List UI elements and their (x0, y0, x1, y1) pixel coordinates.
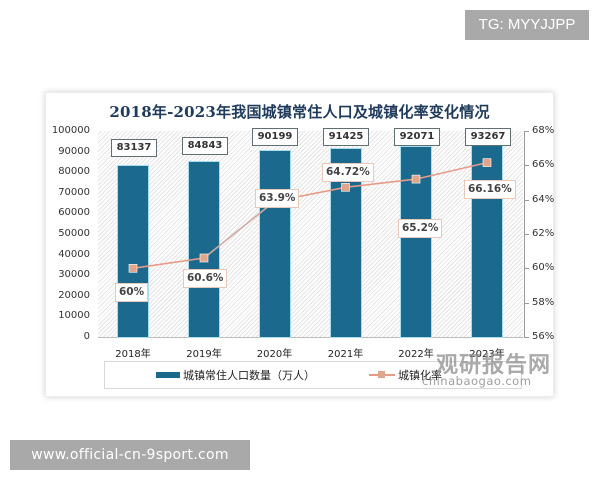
brand-domain-text: chinabaogao.com (422, 374, 532, 388)
right-y-tick: 66% (532, 159, 555, 171)
bar-value-label: 93267 (465, 128, 511, 146)
right-y-tick: 56% (532, 331, 555, 342)
right-y-tick: 68% (532, 125, 555, 136)
line-marker (199, 253, 209, 263)
left-y-tick: 100000 (51, 125, 90, 136)
left-y-tick: 20000 (58, 289, 90, 301)
right-y-tick-mark (524, 234, 529, 235)
bar-value-label: 92071 (394, 128, 440, 146)
line-marker (128, 264, 138, 273)
urbanization-rate-line (128, 158, 492, 273)
chart-legend: 城镇常住人口数量（万人） 城镇化率 (104, 361, 522, 389)
x-axis-line (98, 337, 523, 338)
left-y-tick: 50000 (58, 228, 90, 239)
left-y-tick: 80000 (58, 166, 90, 178)
left-y-tick: 90000 (58, 145, 90, 157)
chart-title: 2018年-2023年我国城镇常住人口及城镇化率变化情况 (109, 103, 490, 121)
rate-value-label: 63.9% (255, 189, 300, 208)
bar-value-label: 90199 (252, 128, 298, 146)
right-y-tick-mark (524, 302, 529, 304)
right-y-tick: 62% (532, 228, 555, 239)
legend-bar-swatch-icon (156, 372, 180, 378)
legend-line-label: 城镇化率 (398, 369, 442, 382)
right-y-tick-mark (524, 165, 529, 167)
rate-value-label: 66.16% (464, 180, 516, 199)
legend-line-marker-icon (378, 371, 385, 378)
bar-2023 (472, 144, 502, 337)
brand-logo-text: 观研报告网 (436, 353, 552, 378)
rate-value-label: 60.6% (183, 269, 228, 288)
left-y-tick: 0 (83, 331, 90, 342)
bar-value-label: 83137 (111, 139, 157, 157)
x-tick-label: 2023年 (469, 349, 505, 360)
line-marker (341, 182, 350, 192)
chart-card: 2018年-2023年我国城镇常住人口及城镇化率变化情况 100000 9000… (45, 92, 554, 397)
legend-bar-label: 城镇常住人口数量（万人） (183, 369, 315, 382)
left-y-tick: 40000 (58, 248, 90, 260)
plot-area (98, 131, 523, 337)
bar-value-label: 84843 (182, 137, 228, 155)
watermark-bottom-left: www.official-cn-9sport.com (10, 440, 250, 470)
rate-value-label: 65.2% (398, 219, 443, 238)
right-y-tick-mark (524, 199, 529, 201)
left-y-tick: 70000 (58, 186, 90, 198)
bar-value-label: 91425 (323, 128, 369, 146)
x-tick-label: 2019年 (186, 349, 222, 360)
line-marker (411, 174, 421, 184)
left-y-tick: 30000 (58, 269, 90, 281)
x-tick-label: 2022年 (398, 349, 434, 360)
left-y-tick: 10000 (58, 310, 90, 322)
x-tick-label: 2021年 (327, 349, 364, 360)
right-y-tick-mark (524, 131, 529, 132)
line-marker (482, 158, 492, 167)
left-y-tick: 60000 (58, 207, 90, 219)
x-tick-label: 2020年 (256, 349, 293, 360)
watermark-top-right: TG: MYYJJPP (465, 10, 589, 40)
bar-2020 (259, 151, 290, 337)
right-y-tick: 64% (532, 193, 555, 205)
x-tick-label: 2018年 (115, 349, 151, 360)
right-y-tick: 58% (532, 296, 555, 308)
right-y-tick-mark (524, 337, 529, 338)
rate-value-label: 60% (115, 283, 149, 302)
bar-2018 (118, 165, 148, 337)
rate-value-label: 64.72% (322, 163, 374, 182)
right-y-tick-mark (524, 268, 529, 270)
right-y-tick: 60% (532, 262, 555, 274)
